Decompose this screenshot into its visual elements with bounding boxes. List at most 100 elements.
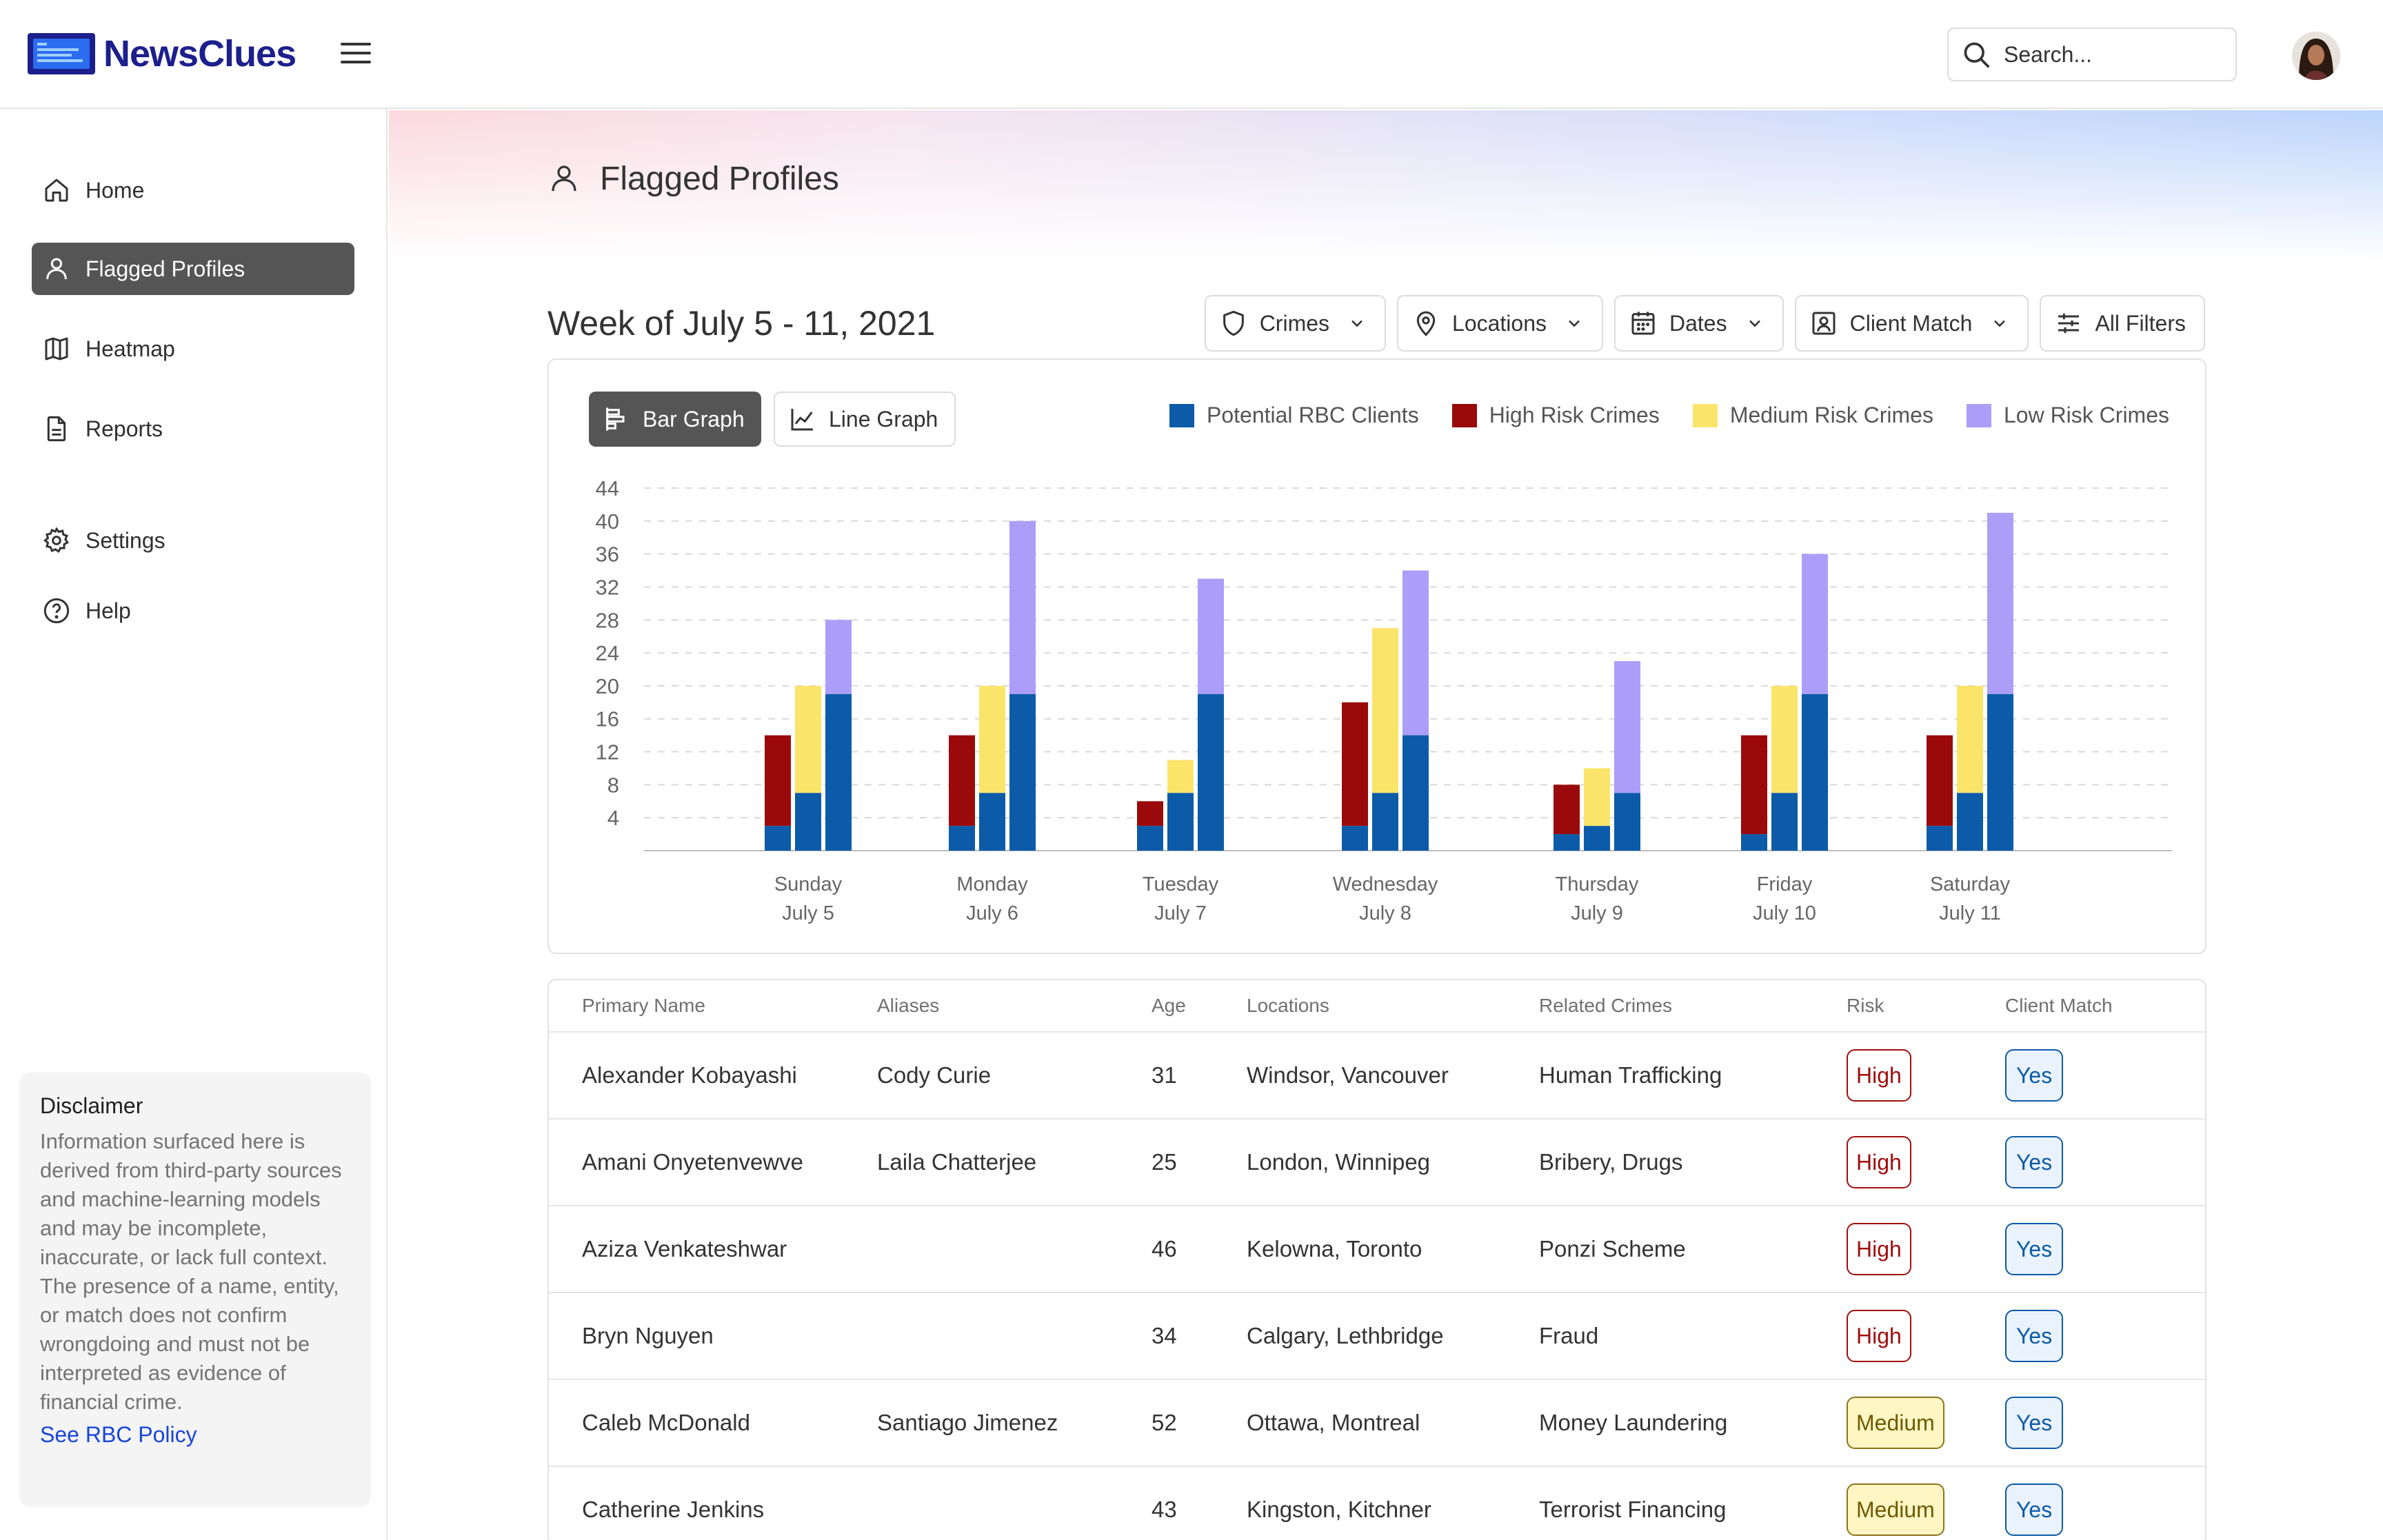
logo[interactable]: NewsClues [28,32,296,76]
bar-potential-rbc-clients [1741,834,1767,851]
toggle-label: Bar Graph [643,406,745,432]
menu-icon[interactable] [341,43,371,66]
y-tick-label: 4 [607,806,619,830]
legend-item: Low Risk Crimes [1966,403,2169,428]
top-bar: NewsClues [0,0,2383,109]
age-cell: 34 [1152,1323,1177,1348]
column-header[interactable]: Locations [1247,995,1329,1016]
table-header: Primary Name Aliases Age Locations Relat… [549,980,2205,1033]
column-header[interactable]: Aliases [877,995,940,1016]
column-header[interactable]: Related Crimes [1539,995,1672,1016]
filter-crimes[interactable]: Crimes [1204,295,1387,352]
column-header[interactable]: Primary Name [582,995,705,1016]
chevron-down-icon [1994,320,2006,327]
bar-potential-rbc-clients [1372,793,1398,851]
y-tick-label: 44 [596,476,619,500]
bar-high-risk-crimes [1554,784,1580,835]
sidebar: Home Flagged Profiles Heatmap Reports Se… [0,109,388,1540]
sidebar-item-settings[interactable]: Settings [32,514,354,567]
line-chart-icon [791,409,813,431]
sidebar-item-help[interactable]: Help [32,585,354,637]
sidebar-item-label: Reports [86,416,163,441]
bar-potential-rbc-clients [1554,834,1580,851]
user-icon [547,162,582,196]
primary-name-cell: Alexander Kobayashi [582,1062,797,1088]
column-header[interactable]: Client Match [2005,995,2113,1016]
bar-graph-toggle[interactable]: Bar Graph [589,392,761,447]
x-tick-label: Friday [1757,873,1813,895]
bar-potential-rbc-clients [979,793,1005,851]
bar-potential-rbc-clients [1167,793,1194,851]
x-tick-label: July 6 [966,902,1018,924]
legend-label: Potential RBC Clients [1207,403,1419,427]
age-cell: 52 [1152,1410,1177,1435]
y-tick-label: 16 [596,707,619,731]
disclaimer-panel: Disclaimer Information surfaced here is … [19,1073,371,1507]
logo-text: NewsClues [103,33,296,74]
x-tick-label: July 5 [782,902,834,924]
client-match-cell: Yes [2005,1136,2171,1188]
y-tick-label: 32 [596,575,619,599]
risk-badge: High [1847,1223,1911,1275]
legend-swatch [1451,403,1477,427]
locations-cell: Ottawa, Montreal [1247,1410,1420,1435]
risk-badge: Medium [1847,1483,1944,1536]
sidebar-item-label: Home [86,177,145,203]
x-tick-label: July 8 [1359,902,1411,924]
search-input[interactable] [2004,41,2224,68]
risk-badge: Medium [1847,1397,1944,1449]
filter-label: Dates [1669,310,1727,336]
table-row[interactable]: Amani Onyetenvewve Laila Chatterjee 25 Lond… [549,1119,2205,1206]
legend-swatch [1692,403,1718,427]
x-tick-label: July 9 [1571,902,1623,924]
client-match-cell: Yes [2005,1483,2171,1536]
legend-item: High Risk Crimes [1451,403,1660,428]
disclaimer-text: Information surfaced here is derived fro… [40,1129,342,1414]
bar-low-risk-crimes [1402,570,1429,736]
locations-cell: London, Winnipeg [1247,1149,1431,1175]
table-row[interactable]: Aziza Venkateshwar 46 Kelowna, Toronto Ponz… [549,1206,2205,1293]
page-title-text: Flagged Profiles [600,161,839,197]
x-tick-label: July 10 [1753,902,1816,924]
filter-client-match[interactable]: Client Match [1794,295,2029,352]
filter-label: Locations [1452,310,1547,336]
risk-badge: High [1847,1310,1911,1362]
crimes-cell: Bribery, Drugs [1539,1149,1683,1175]
bar-low-risk-crimes [1987,512,2013,694]
bar-potential-rbc-clients [765,826,791,851]
avatar[interactable] [2292,32,2340,80]
line-graph-toggle[interactable]: Line Graph [774,392,956,447]
bar-potential-rbc-clients [1342,826,1368,851]
filter-bar: Crimes Locations Dates Client Match All … [1204,295,2205,352]
bar-high-risk-crimes [1927,735,1953,827]
bar-medium-risk-crimes [1167,760,1194,793]
sidebar-item-flagged-profiles[interactable]: Flagged Profiles [32,243,354,295]
filter-all-filters[interactable]: All Filters [2040,295,2205,352]
client-match-badge: Yes [2005,1483,2064,1536]
search-box[interactable] [1947,28,2237,81]
column-header[interactable]: Risk [1847,995,1884,1016]
alias-cell: Laila Chatterjee [877,1149,1037,1175]
table-row[interactable]: Bryn Nguyen 34 Calgary, Lethbridge Fraud Hig… [549,1293,2205,1380]
alias-cell: Santiago Jimenez [877,1410,1058,1435]
table-row[interactable]: Caleb McDonald Santiago Jimenez 52 Ottawa, … [549,1380,2205,1467]
table-row[interactable]: Alexander Kobayashi Cody Curie 31 Windsor, … [549,1033,2205,1119]
bar-potential-rbc-clients [795,793,821,851]
location-pin-icon [1416,311,1436,336]
column-header[interactable]: Age [1152,995,1186,1016]
legend-label: Medium Risk Crimes [1729,403,1933,427]
bar-potential-rbc-clients [1009,693,1036,851]
bar-chart-icon [606,407,625,431]
filter-locations[interactable]: Locations [1397,295,1603,352]
filter-dates[interactable]: Dates [1614,295,1784,352]
y-tick-label: 20 [596,674,619,698]
filter-label: Crimes [1259,310,1330,336]
age-cell: 31 [1152,1062,1177,1088]
bar-potential-rbc-clients [1802,693,1828,851]
sidebar-item-heatmap[interactable]: Heatmap [32,323,354,375]
bar-potential-rbc-clients [1198,693,1224,851]
sidebar-item-reports[interactable]: Reports [32,403,354,455]
table-row[interactable]: Catherine Jenkins 43 Kingston, Kitchner Ter… [549,1467,2205,1540]
sidebar-item-home[interactable]: Home [32,164,354,216]
rbc-policy-link[interactable]: See RBC Policy [40,1422,197,1447]
